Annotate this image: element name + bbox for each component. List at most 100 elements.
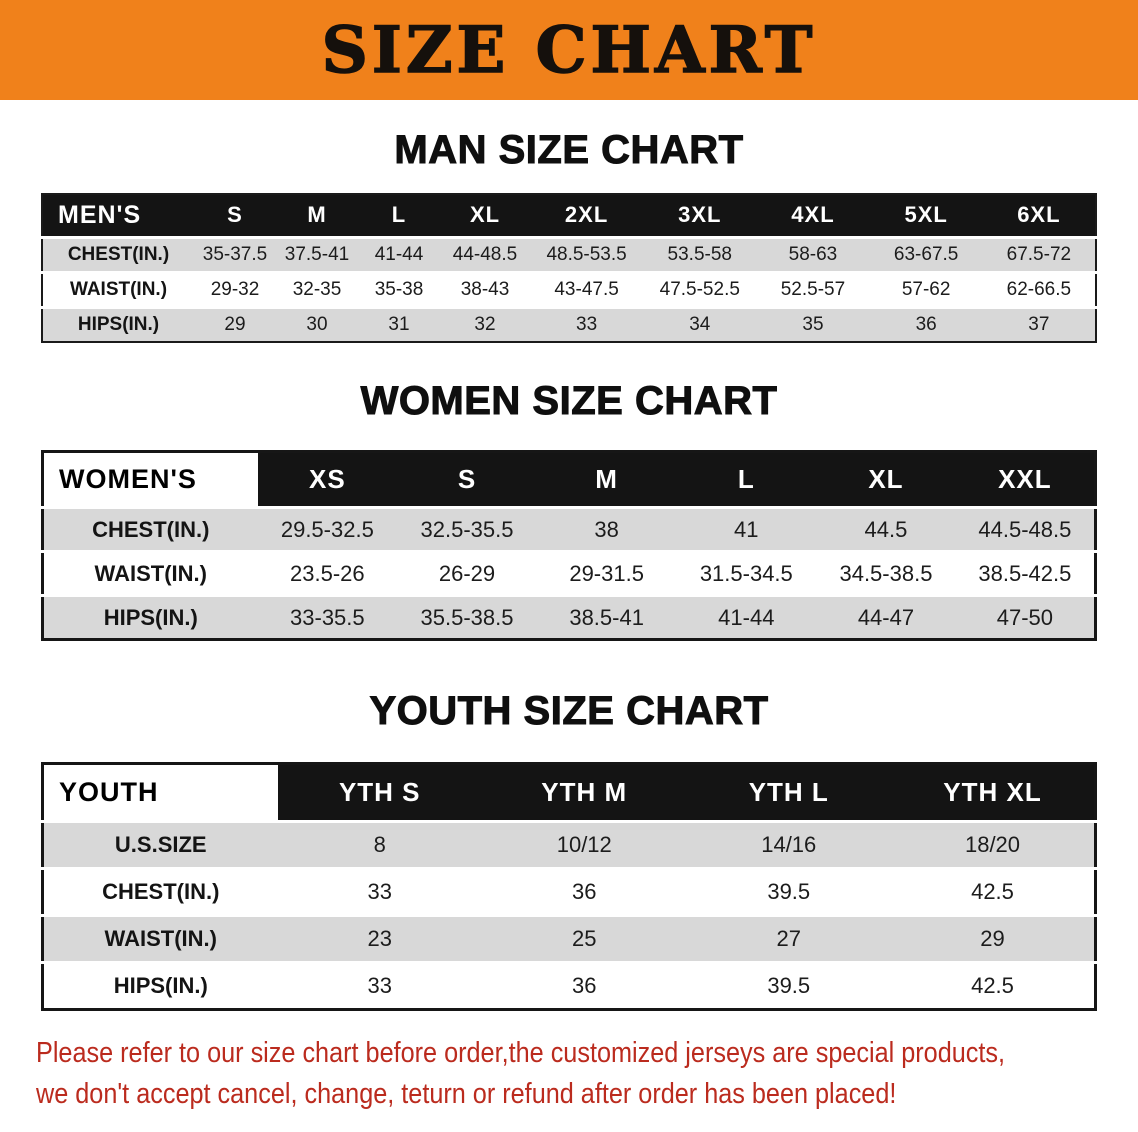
value-cell: 34 — [689, 313, 711, 335]
size-header-cell: 5XL — [904, 202, 948, 228]
value-cell: 44-47 — [857, 604, 915, 630]
mens-size-table: MEN'S S M L XL 2XL 3XL 4XL 5XL 6XL CHEST(IN.) 35-37… — [41, 193, 1097, 343]
size-header-cell: YTH M — [541, 777, 628, 807]
heading-women-size-chart: WOMEN SIZE CHART — [360, 379, 778, 424]
row-label: HIPS(IN.) — [113, 973, 208, 998]
heading-youth-size-chart: YOUTH SIZE CHART — [369, 689, 769, 734]
value-cell: 41 — [734, 516, 759, 542]
value-cell: 44-48.5 — [452, 243, 518, 265]
row-label: WAIST(IN.) — [69, 278, 168, 300]
table-row: WAIST(IN.) 23 25 27 29 — [42, 915, 1096, 963]
size-header-cell: XL — [469, 202, 501, 228]
table-row: CHEST(IN.) 33 36 39.5 42.5 — [42, 868, 1096, 916]
value-cell: 26-29 — [438, 560, 496, 586]
value-cell: 39.5 — [767, 879, 811, 904]
value-cell: 29.5-32.5 — [280, 516, 374, 542]
value-cell: 47-50 — [996, 604, 1054, 630]
value-cell: 33-35.5 — [290, 604, 365, 630]
value-cell: 27 — [776, 926, 801, 951]
value-cell: 25 — [572, 926, 597, 951]
size-header-cell: L — [391, 202, 407, 228]
value-cell: 36 — [572, 973, 597, 998]
table-row: U.S.SIZE 8 10/12 14/16 18/20 — [42, 821, 1096, 869]
value-cell: 18/20 — [964, 832, 1021, 857]
banner-title: SIZE CHART — [321, 12, 817, 89]
size-header-cell: S — [457, 464, 477, 494]
row-label: HIPS(IN.) — [103, 604, 198, 630]
womens-size-table: WOMEN'S XS S M L XL XXL CHEST(IN.) 29.5-32.5 32.5… — [41, 450, 1097, 641]
row-label: CHEST(IN.) — [67, 243, 170, 265]
value-cell: 23.5-26 — [290, 560, 365, 586]
size-chart-banner: SIZE CHART — [0, 0, 1138, 100]
value-cell: 35 — [802, 313, 824, 335]
value-cell: 38.5-42.5 — [978, 560, 1072, 586]
size-header-cell: 3XL — [678, 202, 722, 228]
table-row: HIPS(IN.) 29 30 31 32 33 34 35 36 37 — [42, 307, 1096, 342]
size-header-cell: XL — [868, 464, 904, 494]
size-header-row: YOUTH YTH S YTH M YTH L YTH XL — [42, 763, 1096, 822]
size-header-cell: 2XL — [564, 202, 609, 228]
value-cell: 42.5 — [971, 879, 1014, 904]
value-cell: 29-32 — [210, 278, 260, 300]
value-cell: 30 — [306, 313, 328, 335]
value-cell: 38-43 — [460, 278, 510, 300]
value-cell: 29 — [980, 926, 1005, 951]
disclaimer-line-1: Please refer to our size chart before or… — [36, 1037, 1006, 1069]
value-cell: 47.5-52.5 — [659, 278, 740, 300]
row-label: HIPS(IN.) — [77, 313, 160, 335]
table-row: HIPS(IN.) 33-35.5 35.5-38.5 38.5-41 41-44 44-… — [42, 595, 1096, 640]
size-header-cell: YTH S — [338, 777, 421, 807]
youth-corner-label: YOUTH — [42, 763, 278, 822]
value-cell: 32.5-35.5 — [420, 516, 514, 542]
size-header-cell: L — [737, 464, 755, 494]
value-cell: 37.5-41 — [284, 243, 350, 265]
value-cell: 31.5-34.5 — [699, 560, 793, 586]
table-row: CHEST(IN.) 29.5-32.5 32.5-35.5 38 41 44.5 44.5… — [42, 507, 1096, 552]
size-header-row: WOMEN'S XS S M L XL XXL — [42, 451, 1096, 508]
value-cell: 34.5-38.5 — [839, 560, 933, 586]
value-cell: 38.5-41 — [569, 604, 644, 630]
table-row: HIPS(IN.) 33 36 39.5 42.5 — [42, 962, 1096, 1010]
value-cell: 33 — [367, 879, 392, 904]
table-row: WAIST(IN.) 29-32 32-35 35-38 38-43 43-47.5 47.… — [42, 272, 1096, 307]
size-header-cell: YTH XL — [943, 777, 1042, 807]
value-cell: 35-38 — [374, 278, 424, 300]
youth-size-table: YOUTH YTH S YTH M YTH L YTH XL U.S.SIZE 8 10/12… — [41, 762, 1097, 1011]
value-cell: 32-35 — [292, 278, 342, 300]
value-cell: 52.5-57 — [780, 278, 846, 300]
size-header-cell: XXL — [998, 464, 1052, 494]
disclaimer: Please refer to our size chart before or… — [0, 1033, 1138, 1115]
row-label: WAIST(IN.) — [104, 926, 217, 951]
value-cell: 36 — [915, 313, 937, 335]
value-cell: 14/16 — [761, 832, 817, 857]
value-cell: 8 — [373, 832, 386, 857]
value-cell: 41-44 — [718, 604, 775, 630]
size-header-cell: XS — [308, 464, 346, 494]
value-cell: 37 — [1028, 313, 1050, 335]
disclaimer-line-2: we don't accept cancel, change, teturn o… — [36, 1078, 897, 1110]
row-label: CHEST(IN.) — [92, 516, 210, 542]
size-header-cell: M — [307, 202, 327, 228]
value-cell: 35-37.5 — [202, 243, 268, 265]
size-header-cell: YTH L — [748, 777, 829, 807]
value-cell: 43-47.5 — [554, 278, 619, 300]
value-cell: 32 — [474, 313, 496, 335]
value-cell: 29 — [224, 313, 246, 335]
table-row: WAIST(IN.) 23.5-26 26-29 29-31.5 31.5-34.5 34… — [42, 551, 1096, 596]
value-cell: 39.5 — [767, 973, 811, 998]
row-label: U.S.SIZE — [114, 832, 207, 857]
value-cell: 29-31.5 — [569, 560, 644, 586]
row-label: WAIST(IN.) — [94, 560, 207, 586]
table-row: CHEST(IN.) 35-37.5 37.5-41 41-44 44-48.5 48.5… — [42, 237, 1096, 272]
value-cell: 67.5-72 — [1006, 243, 1072, 265]
size-header-cell: 4XL — [791, 202, 835, 228]
womens-corner-label: WOMEN'S — [42, 451, 258, 508]
size-header-cell: 6XL — [1017, 202, 1061, 228]
value-cell: 38 — [594, 516, 619, 542]
value-cell: 57-62 — [901, 278, 951, 300]
value-cell: 35.5-38.5 — [420, 604, 514, 630]
value-cell: 31 — [388, 313, 410, 335]
size-header-row: MEN'S S M L XL 2XL 3XL 4XL 5XL 6XL — [42, 194, 1096, 237]
value-cell: 42.5 — [971, 973, 1014, 998]
mens-corner-label: MEN'S — [58, 200, 142, 229]
